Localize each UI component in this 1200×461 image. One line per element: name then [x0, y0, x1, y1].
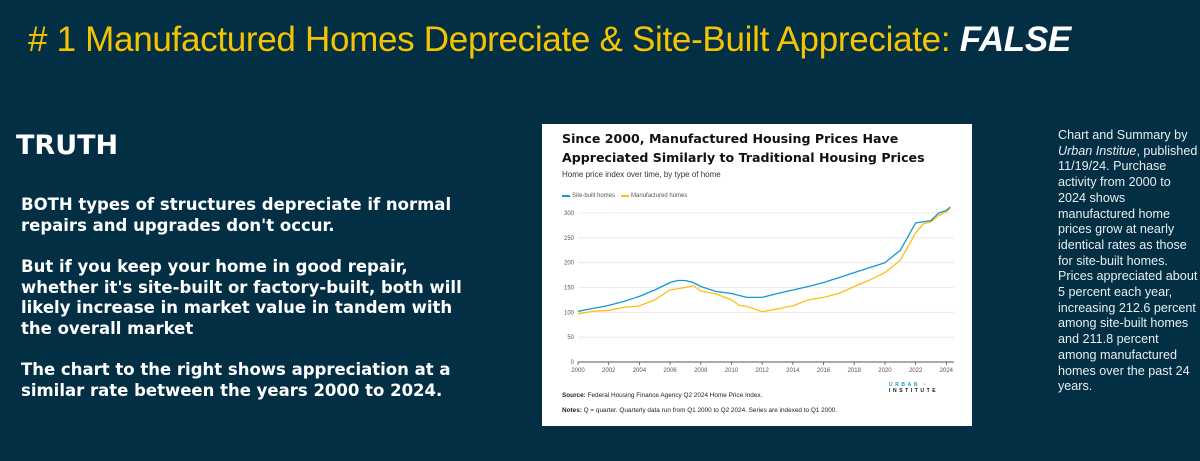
y-tick-label: 200	[564, 261, 575, 267]
source-text: Federal Housing Finance Agency Q2 2024 H…	[585, 392, 763, 399]
legend-item-site-built: Site-built homes	[562, 193, 615, 199]
brand-urban: URBAN	[889, 382, 921, 388]
x-tick-label: 2000	[571, 368, 585, 374]
truth-paragraph: BOTH types of structures depreciate if n…	[21, 195, 452, 235]
summary-org: Urban Institue	[1058, 143, 1137, 158]
x-tick-label: 2022	[909, 368, 923, 374]
truth-paragraph: The chart to the right shows appreciatio…	[21, 360, 451, 400]
x-tick-label: 2006	[663, 368, 677, 374]
series-line-manufactured-homes	[577, 207, 951, 315]
y-tick-label: 150	[564, 286, 575, 292]
notes-text: Q = quarter. Quarterly data run from Q1 …	[581, 407, 838, 414]
x-tick-label: 2010	[725, 368, 739, 374]
chart-source: Source: Federal Housing Finance Agency Q…	[562, 392, 762, 399]
truth-paragraph: But if you keep your home in good repair…	[21, 257, 462, 338]
legend-swatch-manufactured	[621, 195, 630, 197]
slide-title: # 1 Manufactured Homes Depreciate & Site…	[28, 20, 1071, 60]
summary-body: , published 11/19/24. Purchase activity …	[1058, 143, 1198, 394]
brand-separator: ·	[924, 382, 929, 388]
chart-card: 0 50 100 150 200 250 300 2000 2002 2004 2006 2008 20…	[542, 124, 972, 426]
x-tick-label: 2002	[602, 368, 616, 374]
line-chart: 0 50 100 150 200 250 300 2000 2002 2004 2006 2008 20…	[564, 206, 954, 374]
urban-institute-logo: URBAN · INSTITUTE	[889, 382, 972, 394]
legend-swatch-site-built	[562, 195, 570, 197]
legend-label: Site-built homes	[572, 193, 616, 199]
y-tick-label: 50	[567, 335, 574, 341]
y-tick-label: 250	[564, 236, 575, 242]
y-tick-label: 100	[564, 310, 575, 316]
brand-institute: INSTITUTE	[889, 388, 939, 394]
x-tick-label: 2012	[755, 368, 769, 374]
x-tick-label: 2016	[817, 368, 831, 374]
x-tick-label: 2014	[786, 368, 800, 374]
series-line-site-built-homes	[577, 206, 951, 312]
legend-item-manufactured: Manufactured homes	[621, 193, 687, 199]
truth-body: BOTH types of structures depreciate if n…	[21, 195, 471, 422]
x-tick-label: 2004	[633, 368, 647, 374]
y-tick-label: 0	[571, 360, 575, 366]
summary-prefix: Chart and Summary by	[1058, 128, 1188, 142]
y-tick-label: 300	[564, 211, 575, 217]
x-tick-label: 2018	[848, 368, 862, 374]
source-label: Source:	[562, 392, 586, 399]
chart-subtitle: Home price index over time, by type of h…	[562, 170, 721, 179]
x-tick-label: 2024	[940, 368, 954, 374]
chart-legend: Site-built homes Manufactured homes	[562, 193, 687, 199]
notes-label: Notes:	[562, 407, 582, 414]
x-tick-label: 2020	[878, 368, 892, 374]
slide-title-main: # 1 Manufactured Homes Depreciate & Site…	[28, 20, 960, 59]
chart-title: Since 2000, Manufactured Housing Prices …	[562, 131, 925, 165]
truth-heading: TRUTH	[16, 130, 119, 161]
legend-label: Manufactured homes	[631, 193, 688, 199]
slide-title-verdict: FALSE	[959, 20, 1072, 59]
x-tick-label: 2008	[694, 368, 708, 374]
chart-notes: Notes: Q = quarter. Quarterly data run f…	[562, 407, 837, 414]
side-summary: Chart and Summary by Urban Institue, pub…	[1058, 128, 1198, 395]
